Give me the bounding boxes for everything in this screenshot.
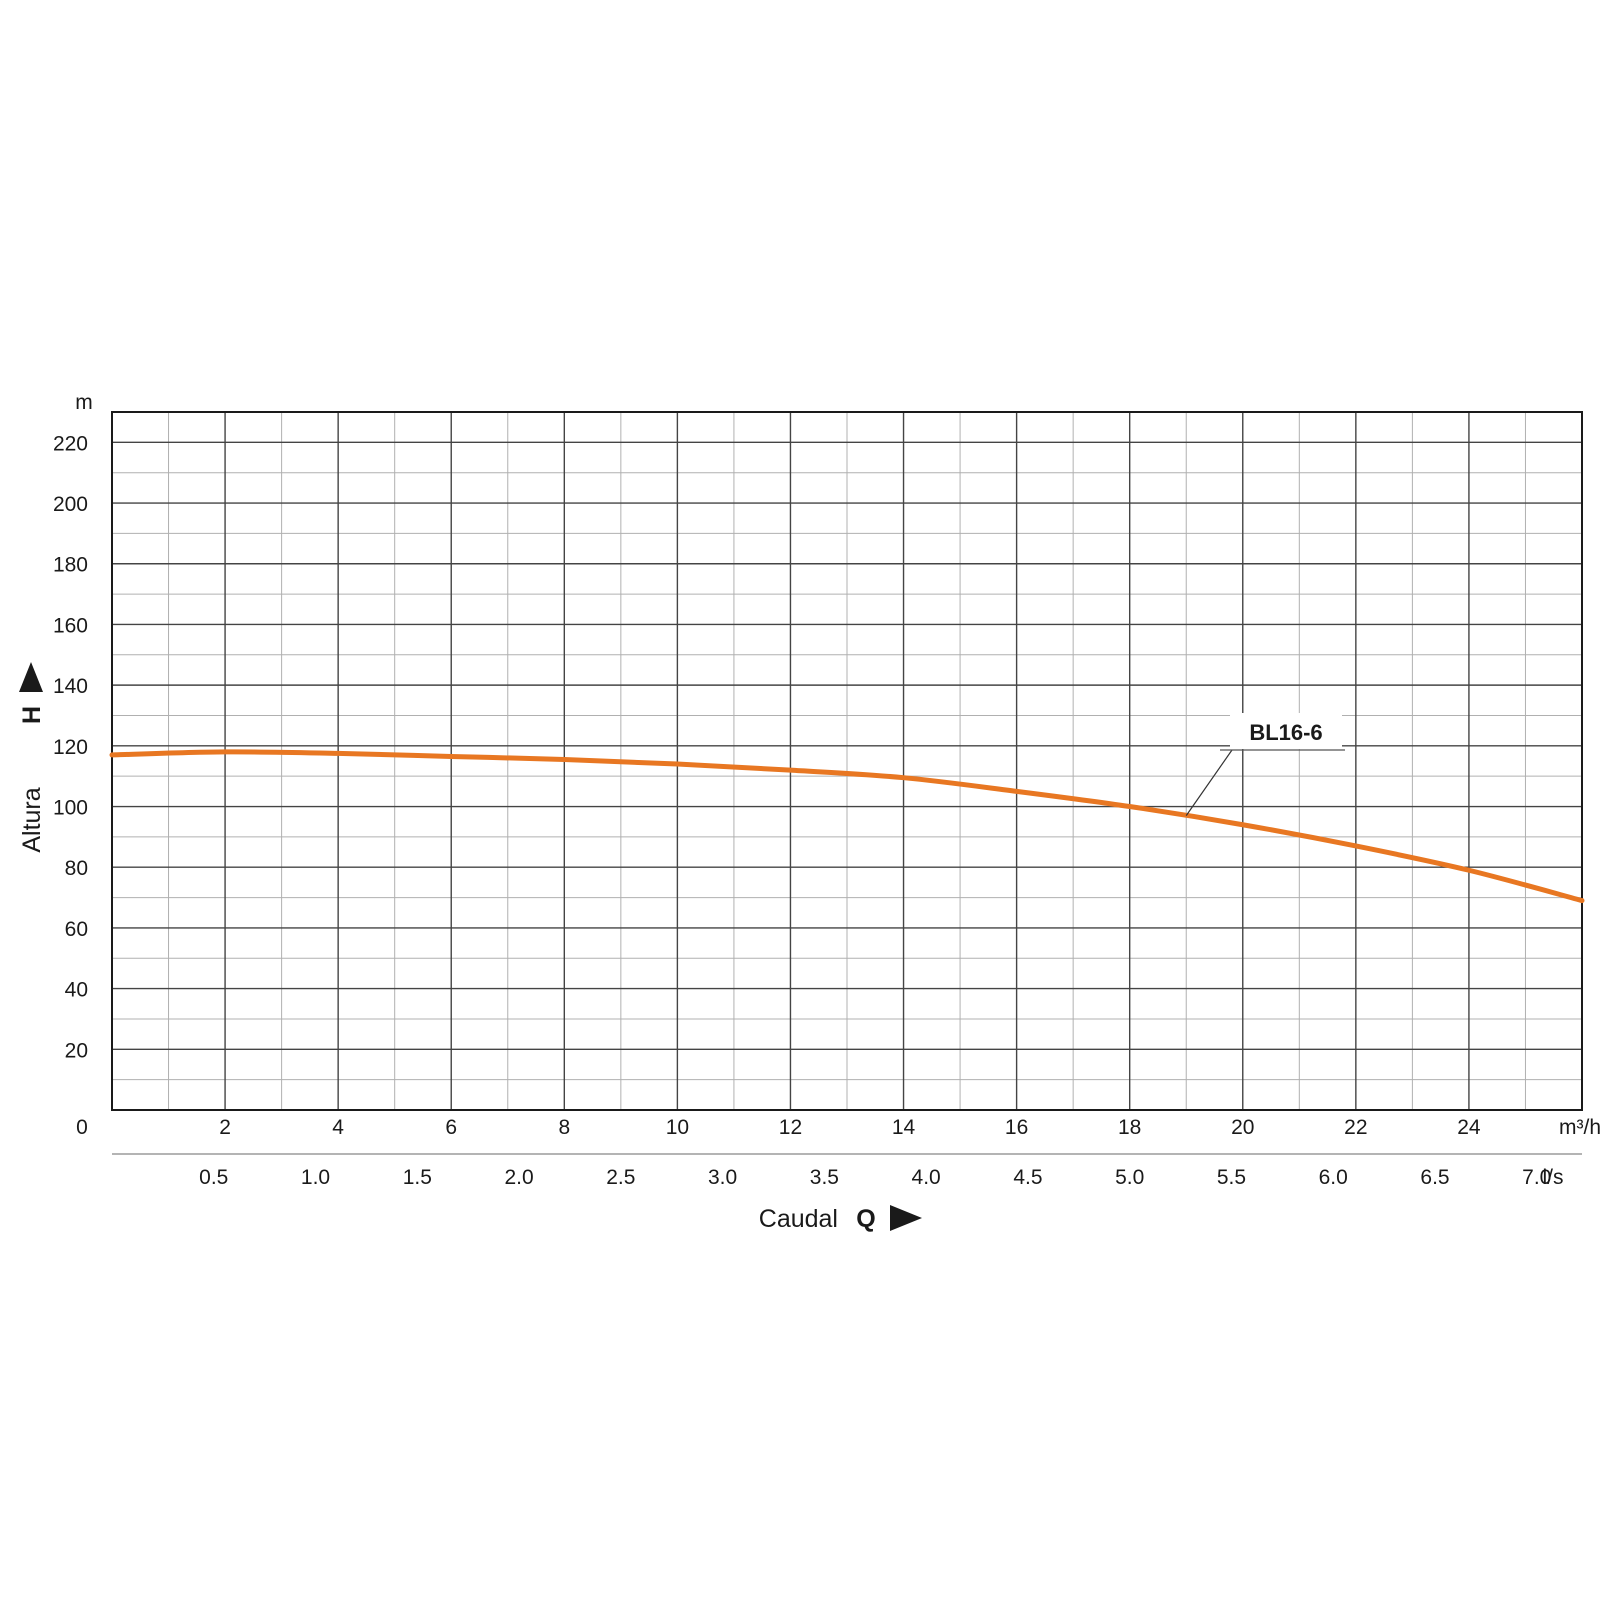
x2-tick-label: 6.0 — [1319, 1166, 1348, 1189]
y-tick-label: 100 — [53, 797, 88, 820]
x2-tick-label: 2.5 — [606, 1166, 635, 1189]
minor-grid — [112, 412, 1582, 1110]
y-tick-label: 220 — [53, 432, 88, 455]
x-tick-label: 14 — [892, 1116, 916, 1139]
x-tick-label: 10 — [666, 1116, 689, 1139]
x-tick-label: 8 — [558, 1116, 570, 1139]
y-unit-label: m — [75, 391, 93, 414]
x2-tick-label: 4.0 — [912, 1166, 941, 1189]
x2-tick-label: 2.0 — [504, 1166, 533, 1189]
y-tick-label: 160 — [53, 614, 88, 637]
x-unit-label: m³/h — [1559, 1116, 1600, 1139]
x-tick-label: 16 — [1005, 1116, 1028, 1139]
y-axis-title: Altura — [18, 787, 46, 852]
y-tick-label: 40 — [65, 979, 88, 1002]
y-tick-label: 20 — [65, 1039, 88, 1062]
x2-tick-label: 7.0 — [1522, 1166, 1551, 1189]
plot-frame — [111, 411, 1583, 1111]
x2-tick-label: 1.5 — [403, 1166, 432, 1189]
x2-tick-label: 5.5 — [1217, 1166, 1246, 1189]
x2-tick-label: 5.0 — [1115, 1166, 1144, 1189]
x-tick-label: 2 — [219, 1116, 231, 1139]
x-axis-arrow-icon — [890, 1205, 922, 1231]
y-tick-label: 200 — [53, 493, 88, 516]
x-tick-label: 18 — [1118, 1116, 1141, 1139]
series-label-box — [1230, 713, 1342, 749]
y-tick-label: 140 — [53, 675, 88, 698]
x2-tick-labels: 0.5 1.0 1.5 2.0 2.5 3.0 3.5 4.0 4.5 5.0 5.5 6.0 6.5 7… — [199, 1166, 1551, 1189]
x-zero-label: 0 — [76, 1116, 88, 1139]
x-tick-label: 12 — [779, 1116, 802, 1139]
x2-unit-label: l/s — [1543, 1166, 1564, 1189]
x-tick-label: 6 — [445, 1116, 457, 1139]
series-line-bl16-6 — [109, 749, 1585, 904]
y-tick-labels: 20 40 60 80 100 120 140 160 180 200 220 — [53, 432, 88, 1062]
series-label-leader — [1185, 749, 1233, 816]
x-tick-labels: 2 4 6 8 10 12 14 16 18 20 22 24 — [219, 1116, 1481, 1139]
major-grid — [112, 412, 1582, 1110]
y-tick-label: 180 — [53, 554, 88, 577]
series-label: BL16-6 — [1249, 720, 1322, 745]
x-axis-title: Caudal — [759, 1205, 838, 1233]
y-tick-label: 80 — [65, 857, 88, 880]
x-axis-symbol: Q — [856, 1205, 875, 1233]
x2-tick-label: 0.5 — [199, 1166, 228, 1189]
y-tick-label: 120 — [53, 736, 88, 759]
y-tick-label: 60 — [65, 918, 88, 941]
x-tick-label: 24 — [1457, 1116, 1481, 1139]
x2-tick-label: 6.5 — [1420, 1166, 1449, 1189]
y-axis-arrow-icon — [19, 662, 43, 692]
x2-tick-label: 4.5 — [1013, 1166, 1042, 1189]
x-tick-label: 20 — [1231, 1116, 1254, 1139]
x2-tick-label: 3.0 — [708, 1166, 737, 1189]
x-tick-label: 22 — [1344, 1116, 1367, 1139]
y-axis-title-group: Altura H — [18, 662, 46, 853]
x2-tick-label: 3.5 — [810, 1166, 839, 1189]
x-tick-label: 4 — [332, 1116, 344, 1139]
x2-tick-label: 1.0 — [301, 1166, 330, 1189]
y-axis-symbol: H — [18, 706, 46, 724]
